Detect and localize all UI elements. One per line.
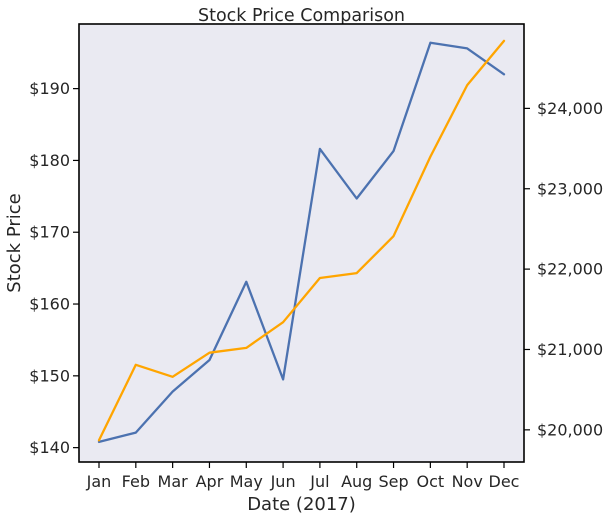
- chart-title: Stock Price Comparison: [198, 6, 405, 26]
- right-axis-series-line: [97, 39, 506, 442]
- x-tick-label: Apr: [196, 472, 224, 491]
- plot-frame: [78, 23, 525, 463]
- left-y-tick-label: $150: [29, 366, 70, 385]
- left-y-tick-label: $180: [29, 151, 70, 170]
- right-y-tick-label: $24,000: [537, 99, 603, 118]
- series-layer: [97, 39, 506, 444]
- x-tick-label: Mar: [158, 472, 189, 491]
- left-y-tick-label: $160: [29, 295, 70, 314]
- right-y-tick-label: $22,000: [537, 260, 603, 279]
- x-tick-label: May: [230, 472, 263, 491]
- x-tick-label: Oct: [417, 472, 445, 491]
- plot-area: [79, 24, 524, 462]
- left-y-tick-label: $140: [29, 438, 70, 457]
- left-y-tick-label: $170: [29, 223, 70, 242]
- x-tick-label: Sep: [378, 472, 408, 491]
- right-y-tick-label: $23,000: [537, 179, 603, 198]
- right-y-tick-label: $20,000: [537, 420, 603, 439]
- left-axis-series-line: [97, 41, 506, 444]
- left-y-axis-ticks: $140 $150 $160 $170 $180 $190: [29, 79, 79, 457]
- x-axis-ticks: Jan Feb Mar Apr May Jun Jul Aug Sep Oct Nov Dec: [86, 462, 520, 491]
- x-tick-label: Jan: [86, 472, 112, 491]
- x-tick-label: Jul: [309, 472, 329, 491]
- y-axis-label: Stock Price: [4, 193, 25, 292]
- x-tick-label: Feb: [122, 472, 150, 491]
- x-tick-label: Dec: [489, 472, 520, 491]
- x-tick-label: Jun: [270, 472, 296, 491]
- right-y-tick-label: $21,000: [537, 340, 603, 359]
- x-axis-label: Date (2017): [247, 494, 356, 515]
- x-tick-label: Nov: [452, 472, 483, 491]
- x-tick-label: Aug: [341, 472, 372, 491]
- right-y-axis-ticks: $20,000 $21,000 $22,000 $23,000 $24,000: [524, 99, 603, 439]
- left-y-tick-label: $190: [29, 79, 70, 98]
